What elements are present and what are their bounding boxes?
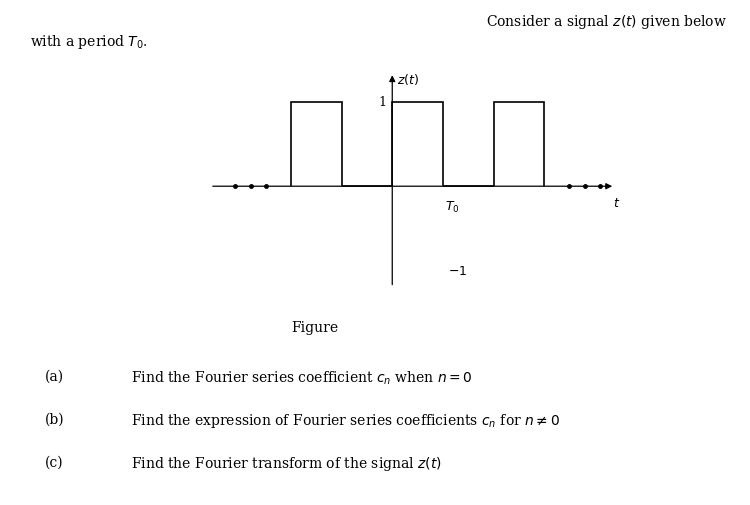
Text: Find the Fourier series coefficient $c_n$ when $n = 0$: Find the Fourier series coefficient $c_n… [131,369,473,386]
Text: Find the Fourier transform of the signal $z(t)$: Find the Fourier transform of the signal… [131,454,442,473]
Text: with a period $T_0$.: with a period $T_0$. [30,33,148,51]
Text: (a): (a) [45,369,64,383]
Text: $z(t)$: $z(t)$ [398,72,419,86]
Text: (b): (b) [45,412,64,426]
Text: (c): (c) [45,454,64,469]
Text: Consider a signal $z(t)$ given below: Consider a signal $z(t)$ given below [487,13,728,31]
Text: Figure: Figure [292,321,338,335]
Text: $-1$: $-1$ [448,265,467,278]
Text: Find the expression of Fourier series coefficients $c_n$ for $n \neq 0$: Find the expression of Fourier series co… [131,412,560,430]
Text: $t$: $t$ [613,197,620,210]
Text: 1: 1 [378,96,386,109]
Text: $T_0$: $T_0$ [445,199,460,215]
